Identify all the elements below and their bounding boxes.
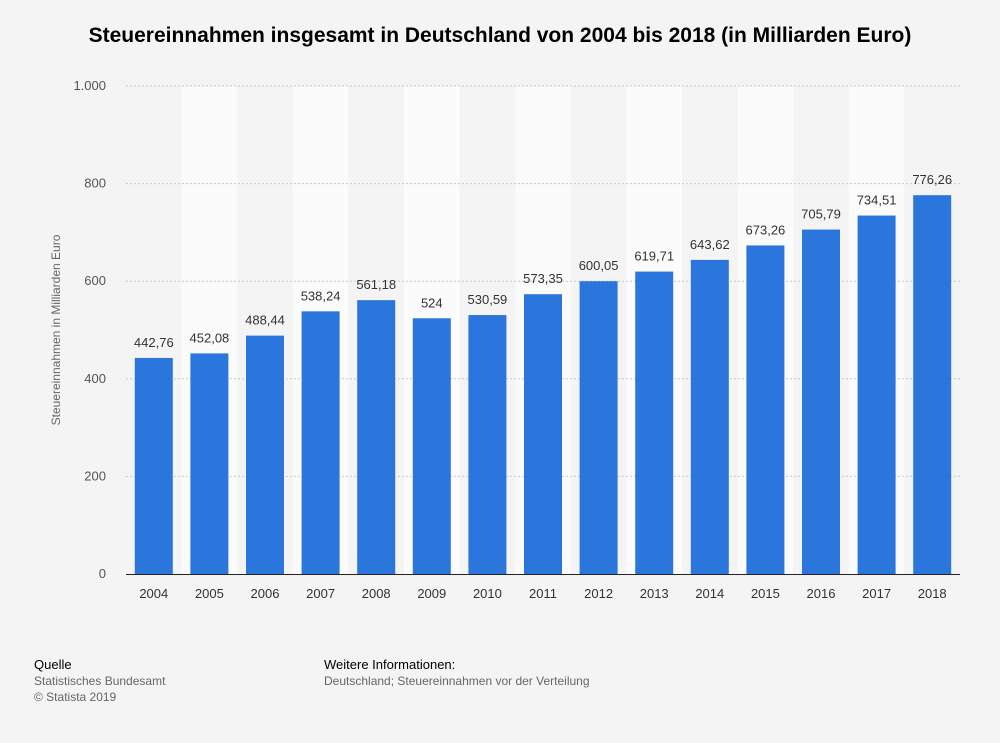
x-tick-label: 2015 (751, 586, 780, 601)
bar-2013[interactable] (635, 271, 674, 574)
x-tick-label: 2009 (417, 586, 446, 601)
x-tick-label: 2007 (306, 586, 335, 601)
bar-2015[interactable] (746, 245, 785, 574)
info-text: Deutschland; Steuereinnahmen vor der Ver… (324, 674, 590, 688)
bar-2010[interactable] (468, 315, 507, 574)
y-axis-ticks: 0 200 400 600 800 1.000 (73, 78, 106, 581)
bar-2006[interactable] (246, 335, 284, 574)
y-tick-label: 400 (84, 371, 106, 386)
bar-2009[interactable] (412, 318, 451, 574)
bar-2018[interactable] (913, 195, 952, 574)
x-tick-label: 2012 (584, 586, 613, 601)
data-label: 530,59 (468, 292, 508, 307)
x-tick-label: 2013 (640, 586, 669, 601)
data-label: 619,71 (634, 249, 674, 264)
data-label: 538,24 (301, 288, 341, 303)
data-label: 776,26 (912, 172, 952, 187)
bar-2007[interactable] (301, 311, 340, 574)
data-label: 573,35 (523, 271, 563, 286)
x-tick-label: 2018 (918, 586, 947, 601)
data-label: 524 (421, 295, 443, 310)
data-labels: 442,76 452,08 488,44 538,24 561,18 524 530,59 5… (134, 172, 952, 350)
bar-2004[interactable] (134, 357, 173, 574)
copyright-text: © Statista 2019 (34, 690, 117, 704)
source-text[interactable]: Statistisches Bundesamt (34, 674, 166, 688)
data-label: 673,26 (746, 222, 786, 237)
x-tick-label: 2017 (862, 586, 891, 601)
bar-2011[interactable] (524, 294, 562, 574)
data-label: 643,62 (690, 237, 730, 252)
bar-2014[interactable] (690, 259, 729, 574)
x-tick-label: 2006 (251, 586, 280, 601)
data-label: 488,44 (245, 313, 285, 328)
x-tick-label: 2008 (362, 586, 391, 601)
data-label: 734,51 (857, 193, 897, 208)
y-tick-label: 1.000 (73, 78, 106, 93)
x-tick-label: 2011 (529, 586, 557, 601)
bar-2016[interactable] (802, 229, 840, 575)
chart-title: Steuereinnahmen insgesamt in Deutschland… (88, 24, 912, 47)
info-block: Weitere Informationen: Deutschland; Steu… (324, 657, 590, 689)
bar-2005[interactable] (190, 353, 229, 574)
y-tick-label: 600 (84, 273, 106, 288)
bar-2012[interactable] (579, 281, 618, 574)
x-tick-label: 2016 (807, 586, 836, 601)
x-tick-label: 2014 (695, 586, 724, 601)
bar-2008[interactable] (357, 300, 396, 574)
x-tick-label: 2005 (195, 586, 224, 601)
bars (134, 195, 952, 575)
y-tick-label: 0 (99, 566, 106, 581)
x-tick-label: 2004 (139, 586, 168, 601)
data-label: 561,18 (356, 277, 396, 292)
y-tick-label: 800 (84, 176, 106, 191)
data-label: 442,76 (134, 335, 174, 350)
data-label: 705,79 (801, 207, 841, 222)
bar-2017[interactable] (857, 215, 896, 574)
source-heading: Quelle (34, 657, 72, 672)
data-label: 600,05 (579, 258, 619, 273)
x-axis-ticks: 2004 2005 2006 2007 2008 2009 2010 2011 2012 2013… (139, 586, 946, 601)
data-label: 452,08 (190, 330, 230, 345)
y-tick-label: 200 (84, 468, 106, 483)
x-tick-label: 2010 (473, 586, 502, 601)
info-heading: Weitere Informationen: (324, 657, 456, 672)
source-block: Quelle Statistisches Bundesamt © Statist… (34, 657, 165, 705)
